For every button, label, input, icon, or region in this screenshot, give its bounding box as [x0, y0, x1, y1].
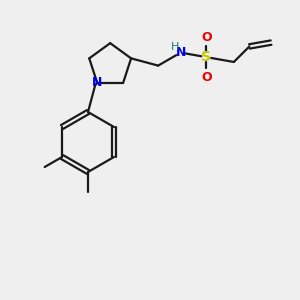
Text: H: H	[170, 42, 179, 52]
Text: O: O	[201, 31, 211, 44]
Text: S: S	[201, 50, 211, 64]
Text: N: N	[92, 76, 102, 89]
Text: N: N	[176, 46, 186, 59]
Text: O: O	[201, 70, 211, 84]
